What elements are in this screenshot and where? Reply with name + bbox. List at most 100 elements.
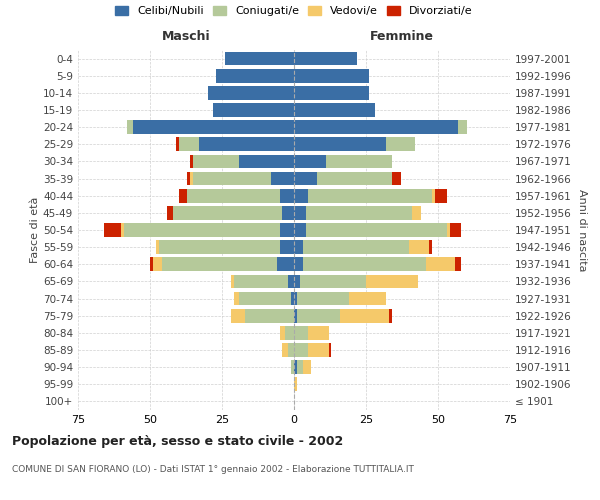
Bar [294, 189, 308, 202]
Bar [121, 223, 124, 237]
Bar [294, 206, 305, 220]
Bar [294, 258, 302, 271]
Bar [271, 172, 294, 185]
Bar [294, 292, 297, 306]
Bar [173, 206, 283, 220]
Bar [294, 120, 458, 134]
Bar [317, 172, 392, 185]
Bar [294, 69, 369, 82]
Bar [158, 240, 280, 254]
Bar [179, 138, 199, 151]
Bar [308, 189, 432, 202]
Legend: Celibi/Nubili, Coniugati/e, Vedovi/e, Divorziati/e: Celibi/Nubili, Coniugati/e, Vedovi/e, Di… [115, 6, 473, 16]
Bar [430, 240, 432, 254]
Bar [291, 292, 294, 306]
Bar [300, 274, 366, 288]
Bar [435, 189, 446, 202]
Bar [340, 309, 389, 322]
Bar [294, 223, 305, 237]
Bar [199, 138, 294, 151]
Bar [305, 206, 412, 220]
Bar [294, 240, 302, 254]
Bar [389, 309, 392, 322]
Bar [294, 86, 369, 100]
Bar [288, 343, 294, 357]
Bar [294, 360, 297, 374]
Bar [412, 206, 421, 220]
Bar [302, 240, 409, 254]
Bar [294, 309, 297, 322]
Bar [208, 86, 294, 100]
Y-axis label: Fasce di età: Fasce di età [30, 197, 40, 263]
Bar [190, 154, 193, 168]
Bar [458, 120, 467, 134]
Bar [294, 378, 297, 391]
Bar [233, 274, 288, 288]
Bar [280, 326, 286, 340]
Bar [294, 326, 308, 340]
Bar [291, 360, 294, 374]
Bar [283, 206, 294, 220]
Bar [366, 274, 418, 288]
Bar [294, 103, 374, 117]
Bar [294, 274, 300, 288]
Bar [392, 172, 401, 185]
Text: Femmine: Femmine [370, 30, 434, 43]
Bar [280, 223, 294, 237]
Bar [283, 343, 288, 357]
Bar [179, 189, 187, 202]
Bar [446, 223, 449, 237]
Bar [449, 223, 461, 237]
Y-axis label: Anni di nascita: Anni di nascita [577, 188, 587, 271]
Text: Popolazione per età, sesso e stato civile - 2002: Popolazione per età, sesso e stato civil… [12, 435, 343, 448]
Bar [133, 120, 294, 134]
Bar [294, 154, 326, 168]
Bar [214, 103, 294, 117]
Bar [193, 172, 271, 185]
Bar [190, 172, 193, 185]
Bar [161, 258, 277, 271]
Bar [455, 258, 461, 271]
Bar [233, 292, 239, 306]
Bar [302, 360, 311, 374]
Bar [153, 258, 161, 271]
Text: Maschi: Maschi [161, 30, 211, 43]
Bar [432, 189, 435, 202]
Bar [294, 172, 317, 185]
Bar [104, 223, 121, 237]
Bar [277, 258, 294, 271]
Bar [156, 240, 158, 254]
Bar [294, 138, 386, 151]
Bar [239, 292, 291, 306]
Bar [176, 138, 179, 151]
Bar [329, 343, 331, 357]
Bar [297, 309, 340, 322]
Bar [294, 52, 358, 66]
Bar [302, 258, 427, 271]
Bar [150, 258, 153, 271]
Bar [216, 69, 294, 82]
Bar [409, 240, 430, 254]
Bar [294, 343, 308, 357]
Bar [427, 258, 455, 271]
Bar [326, 154, 392, 168]
Bar [280, 189, 294, 202]
Bar [308, 326, 329, 340]
Bar [225, 52, 294, 66]
Bar [230, 274, 233, 288]
Bar [288, 274, 294, 288]
Bar [297, 292, 349, 306]
Text: COMUNE DI SAN FIORANO (LO) - Dati ISTAT 1° gennaio 2002 - Elaborazione TUTTITALI: COMUNE DI SAN FIORANO (LO) - Dati ISTAT … [12, 465, 414, 474]
Bar [386, 138, 415, 151]
Bar [167, 206, 173, 220]
Bar [187, 172, 190, 185]
Bar [230, 309, 245, 322]
Bar [124, 223, 280, 237]
Bar [286, 326, 294, 340]
Bar [280, 240, 294, 254]
Bar [349, 292, 386, 306]
Bar [193, 154, 239, 168]
Bar [245, 309, 294, 322]
Bar [308, 343, 329, 357]
Bar [239, 154, 294, 168]
